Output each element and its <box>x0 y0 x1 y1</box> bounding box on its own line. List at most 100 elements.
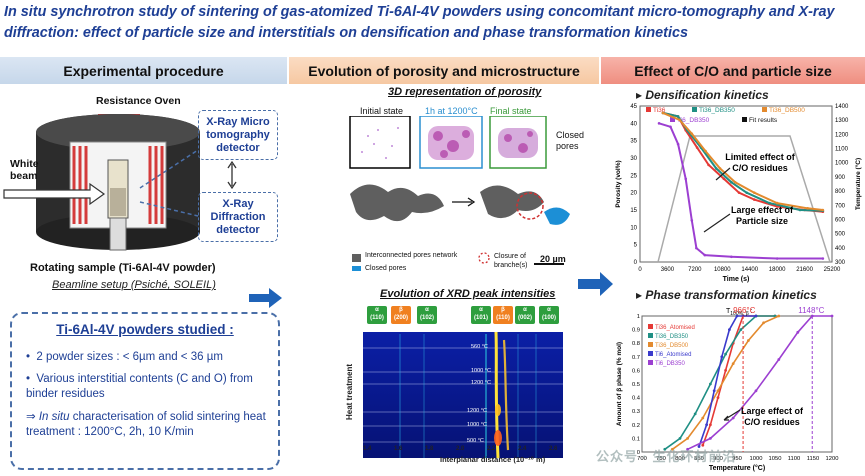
dens-ti36db500-curve-point <box>690 132 694 136</box>
phase-xtick: 1200 <box>826 456 839 462</box>
phase-legend-item: Ti36_DB350 <box>655 334 689 340</box>
phase-ytick: 0.7 <box>632 355 640 361</box>
dens-ti36-curve-point <box>737 191 741 194</box>
dens-plot-area <box>639 105 833 263</box>
final-state-label: Final state <box>490 106 532 116</box>
phase-xtick: 750 <box>656 456 666 462</box>
xrd-xlabel: Interplanar distance (10⁻¹⁰ m) <box>440 455 546 464</box>
xrd-heatmap <box>363 331 563 459</box>
porosity-3d-figure <box>349 116 570 271</box>
dens-ti36db350-curve-point <box>768 201 771 205</box>
dens-legend-item: Ti6_DB350 <box>677 117 710 124</box>
phase-ti6db350-point <box>754 389 758 393</box>
phase-xtick: 900 <box>713 456 723 462</box>
phase-legend-swatch <box>648 324 653 329</box>
dens-ytick: 5 <box>634 243 638 249</box>
dens-ti6db350-curve-point <box>690 219 694 222</box>
xrd-ylabel: Heat treatment <box>345 363 354 420</box>
dens-y2tick: 900 <box>835 175 846 181</box>
dens-legend-item: Ti36_DB350 <box>699 107 735 114</box>
header-effect: Effect of C/O and particle size <box>601 57 865 84</box>
xrd-peak-label: α (101) <box>471 306 491 324</box>
phase-ylabel: Amount of β phase (% mol) <box>616 342 623 426</box>
phase-ti36db500-point <box>731 362 735 365</box>
dens-xtick: 7200 <box>688 267 702 273</box>
xrd-xticks: 1.4 1.6 1.8 2.0 2.2 2.4 2.6 <box>363 446 563 456</box>
dens-ti36db500-curve <box>662 111 824 211</box>
dens-xtick: 3600 <box>661 267 675 273</box>
dens-ti6db350-curve-point <box>821 257 825 260</box>
beamline-label: Beamline setup (Psiché, SOLEIL) <box>52 279 216 291</box>
white-beam-label: White beam <box>10 158 39 182</box>
xrd-peak-label: β (200) <box>391 306 411 324</box>
phase-ti6-atomised-point <box>697 445 701 448</box>
dens-ti6db350-curve-point <box>730 255 733 259</box>
phase-ti6db350-point <box>686 447 689 451</box>
dens-ti36db500-curve-point <box>752 191 756 194</box>
bullet-sizes: • 2 powder sizes : < 6µm and < 36 µm <box>26 351 223 363</box>
phase-ti36db350-point <box>663 447 667 451</box>
dens-xtick: 25200 <box>824 267 841 273</box>
phase-legend-swatch <box>648 333 653 338</box>
phase-legend-item: Ti6_Atomised <box>655 352 691 358</box>
legend-closure: Closure of branche(s) <box>494 253 528 269</box>
phase-arrow <box>723 409 741 421</box>
dens-arrow-1 <box>715 167 731 181</box>
phase-ti36-atomised-point <box>701 443 705 447</box>
dens-ylabel: Porosity (vol%) <box>615 160 622 207</box>
dens-ti36db500-curve-point <box>718 167 722 170</box>
dens-annotation-limited: Limited effect of <box>725 152 796 162</box>
dens-annotation-limited-2: C/O residues <box>732 163 788 173</box>
phase-ytick: 0.4 <box>632 396 641 402</box>
powders-studied-title: Ti-6Al-4V powders studied : <box>56 322 234 337</box>
phase-ytick: 0.2 <box>632 423 640 429</box>
dens-y2tick: 1200 <box>835 132 849 138</box>
phase-legend-swatch <box>648 351 653 356</box>
xrd-temp-label: 500 °C <box>467 438 484 444</box>
dens-ti36db350-curve-point <box>730 180 733 184</box>
phase-xtick: 950 <box>732 456 742 462</box>
dens-xtick: 18000 <box>769 267 786 273</box>
dens-annotation-large-2: Particle size <box>736 216 788 226</box>
phase-ti6-atomised-point <box>712 389 716 393</box>
xrd-temp-label: 1000 °C <box>471 368 491 374</box>
phase-plot-area <box>641 315 833 453</box>
phase-ti6db350 <box>687 315 832 451</box>
dens-annotation-large: Large effect of <box>731 205 794 215</box>
dens-legend-item: Ti36 <box>653 107 666 114</box>
dens-y2label: Temperature (°C) <box>854 158 862 210</box>
phase-ti36-atomised-point <box>716 396 720 399</box>
dens-ytick: 10 <box>630 225 637 231</box>
dens-arrow-2 <box>703 213 731 233</box>
dens-ti36db500-curve-point <box>678 118 681 122</box>
dens-y2tick: 1100 <box>835 147 849 153</box>
xrd-temp-label: 560 °C <box>471 344 488 350</box>
dens-ytick: 20 <box>630 191 637 197</box>
phase-ti36db500 <box>671 315 780 450</box>
phase-legend-item: Ti36_Atomised <box>655 325 695 331</box>
xrd-peak-label: α (100) <box>539 306 559 324</box>
phase-ti6-atomised-point <box>754 314 758 318</box>
dens-ti6db350-curve-point <box>703 253 707 257</box>
xrd-temp-label: 1000 °C <box>467 422 487 428</box>
phase-ti6-atomised-point <box>705 423 708 427</box>
dens-temperature-curve <box>657 135 831 263</box>
phase-t1: 966°C <box>733 306 756 315</box>
closed-pores-label: Closed pores <box>556 130 585 151</box>
dens-xtick: 21600 <box>796 267 813 273</box>
dens-ti36-curve-point <box>752 198 756 201</box>
xrd-xtick: 1.4 <box>363 446 372 452</box>
phase-ti6-atomised-point <box>720 355 724 359</box>
phase-ytick: 0.6 <box>632 368 640 374</box>
dens-legend-swatch <box>670 117 675 122</box>
phase-ti36db500-point <box>701 416 705 420</box>
phase-legend-item: Ti36_DB500 <box>655 343 689 349</box>
xrd-temp-label: 1200 °C <box>471 380 491 386</box>
dens-legend-swatch <box>742 117 747 122</box>
bullet-insitu: ⇒ In situ characterisation of solid sint… <box>26 411 266 438</box>
phase-ytick: 0.5 <box>632 382 640 388</box>
xrd-temp-label: 1200 °C <box>467 408 487 414</box>
dens-ti36db500-curve-point <box>806 206 809 210</box>
phase-xlabel: Temperature (°C) <box>709 464 765 472</box>
phase-ytick: 0 <box>637 450 640 456</box>
